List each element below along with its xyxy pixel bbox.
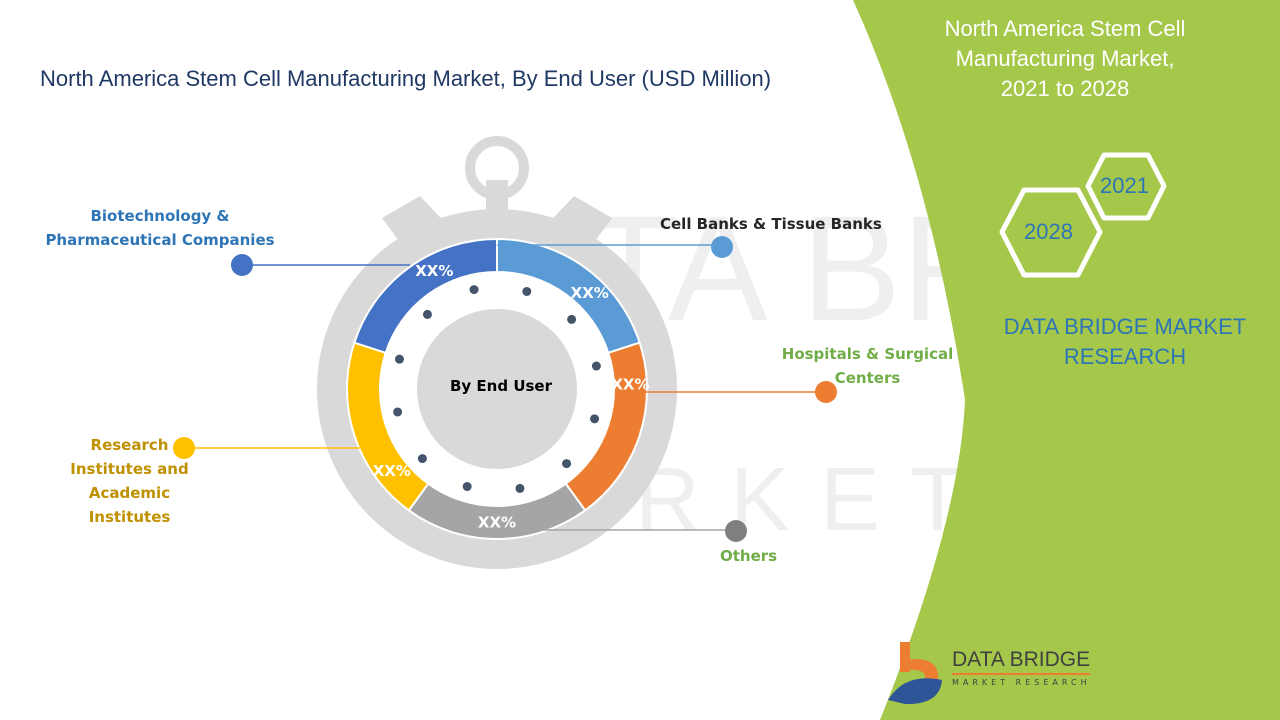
tick-dot [394,354,404,364]
segment-value-label: XX% [478,514,516,532]
tick-dot [469,285,479,295]
segment-value-label: XX% [373,462,411,480]
panel-title-line: 2021 to 2028 [1000,76,1130,101]
tick-dot [562,459,572,469]
segment-value-label: XX% [611,375,649,393]
segment-4 [353,237,498,355]
label-research: Research Institutes and Academic Institu… [70,436,189,526]
panel-title-line: North America Stem Cell [944,16,1186,41]
hexagon-2021 [1085,152,1167,221]
tick-dot [462,482,472,492]
panel-title-line: Manufacturing Market, [955,46,1175,71]
label-cell-banks: Cell Banks & Tissue Banks [660,215,882,233]
green-panel [853,0,1280,720]
brand-line: RESEARCH [1063,344,1187,369]
marker-biotech [231,254,253,276]
page-title: North America Stem Cell Manufacturing Ma… [40,66,772,91]
marker-others [725,520,747,542]
tick-dot [515,483,525,493]
brand-line: DATA BRIDGE MARKET [1003,314,1247,339]
brand-text: DATA BRIDGE MARKET RESEARCH [980,312,1270,372]
tick-dot [393,407,403,417]
hexagon-2028 [999,187,1103,278]
tick-dot [417,454,427,464]
tick-dot [591,361,601,371]
tick-dot [422,309,432,319]
tick-dot [567,314,577,324]
tick-dot [522,286,532,296]
center-label: By End User [450,377,553,395]
panel-title: North America Stem Cell Manufacturing Ma… [900,14,1230,104]
marker-hospitals [815,381,837,403]
year-start: 2021 [1100,173,1149,198]
logo-tagline: MARKET RESEARCH [952,678,1091,687]
marker-cell-banks [711,236,733,258]
year-end: 2028 [1024,219,1073,244]
label-biotech: Biotechnology & Pharmaceutical Companies [45,207,275,249]
segment-value-label: XX% [415,262,453,280]
center-disc [417,309,577,469]
segment-value-label: XX% [571,284,609,302]
logo-name: DATA BRIDGE [952,648,1091,675]
marker-research [173,437,195,459]
label-hospitals: Hospitals & Surgical Centers [781,345,954,387]
label-others: Others [720,547,778,565]
tick-dot [590,414,600,424]
leader-lines [184,244,826,531]
data-bridge-logo [888,642,942,705]
